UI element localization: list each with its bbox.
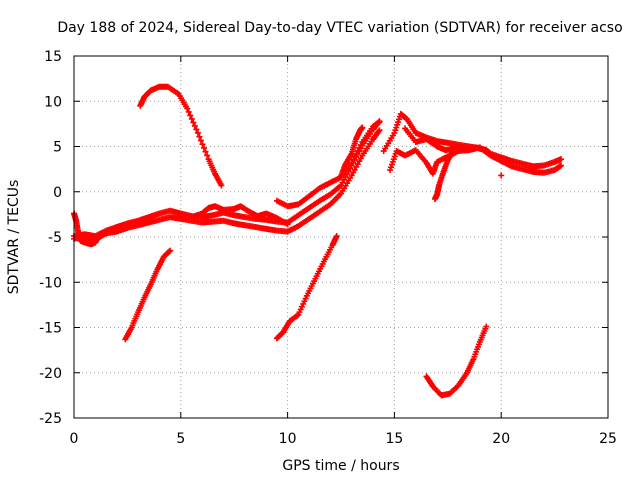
y-tick-label: -20 (39, 366, 62, 382)
data-point (194, 129, 201, 136)
series-arc-night-dip (423, 323, 490, 399)
x-tick-label: 0 (70, 431, 79, 447)
y-tick-label: 0 (53, 185, 62, 201)
y-tick-label: 15 (44, 49, 62, 65)
y-tick-label: -5 (48, 230, 62, 246)
grid-layer (74, 56, 608, 418)
x-tick-label: 20 (492, 431, 510, 447)
data-point (199, 141, 206, 148)
data-point (187, 112, 194, 119)
series-arc-morning-rise (122, 247, 174, 343)
data-layer (71, 83, 565, 399)
series-isolated (498, 172, 505, 179)
data-point (166, 248, 173, 255)
data-point (431, 195, 438, 202)
data-point (359, 124, 366, 131)
data-point (558, 156, 565, 163)
data-point (197, 137, 204, 144)
data-point (200, 144, 207, 151)
data-point (190, 119, 197, 126)
data-point (103, 230, 110, 237)
data-point (558, 162, 565, 169)
series-arc-evening-low (387, 144, 565, 177)
tick-layer: 0 5 10 15 20 25 15 10 5 0 -5 -10 -15 -20 -25 (39, 49, 617, 447)
y-tick-label: 10 (44, 94, 62, 110)
data-point (376, 119, 383, 126)
data-point (191, 122, 198, 129)
series-arc-evening (380, 110, 565, 170)
y-tick-label: -15 (39, 321, 62, 337)
series-arc-midday-bump (188, 203, 291, 228)
chart-title: Day 188 of 2024, Sidereal Day-to-day VTE… (57, 20, 622, 36)
data-point (202, 148, 209, 155)
data-point (478, 146, 485, 153)
data-point (483, 323, 490, 330)
plot-frame (73, 55, 609, 419)
data-point (193, 126, 200, 133)
series-arc-rising-a (273, 119, 383, 210)
x-tick-label: 15 (385, 431, 403, 447)
series-arc-evening-split (402, 125, 485, 154)
y-tick-label: 5 (53, 140, 62, 156)
series-arc-afternoon-rise (273, 233, 340, 342)
y-tick-label: -10 (39, 275, 62, 291)
series-arc-evening-drop (431, 149, 456, 202)
y-axis-title: SDTVAR / TECUs (6, 180, 22, 295)
series-arc-rise-small (338, 124, 366, 180)
data-point (204, 152, 211, 159)
x-tick-label: 5 (176, 431, 185, 447)
series-arc-start-dip (71, 210, 110, 248)
data-point (196, 133, 203, 140)
x-tick-label: 10 (279, 431, 297, 447)
data-point (498, 172, 505, 179)
data-point (188, 115, 195, 122)
data-point (284, 221, 291, 228)
data-point (376, 127, 383, 134)
series-arc-main-low (71, 127, 383, 243)
data-point (218, 182, 225, 189)
data-point (185, 108, 192, 115)
x-axis-title: GPS time / hours (282, 458, 399, 474)
data-point (333, 233, 340, 240)
data-point (184, 105, 191, 112)
series-arc-morning-peak (137, 83, 225, 189)
x-tick-label: 25 (599, 431, 617, 447)
y-tick-label: -25 (39, 411, 62, 427)
data-point (167, 247, 174, 254)
